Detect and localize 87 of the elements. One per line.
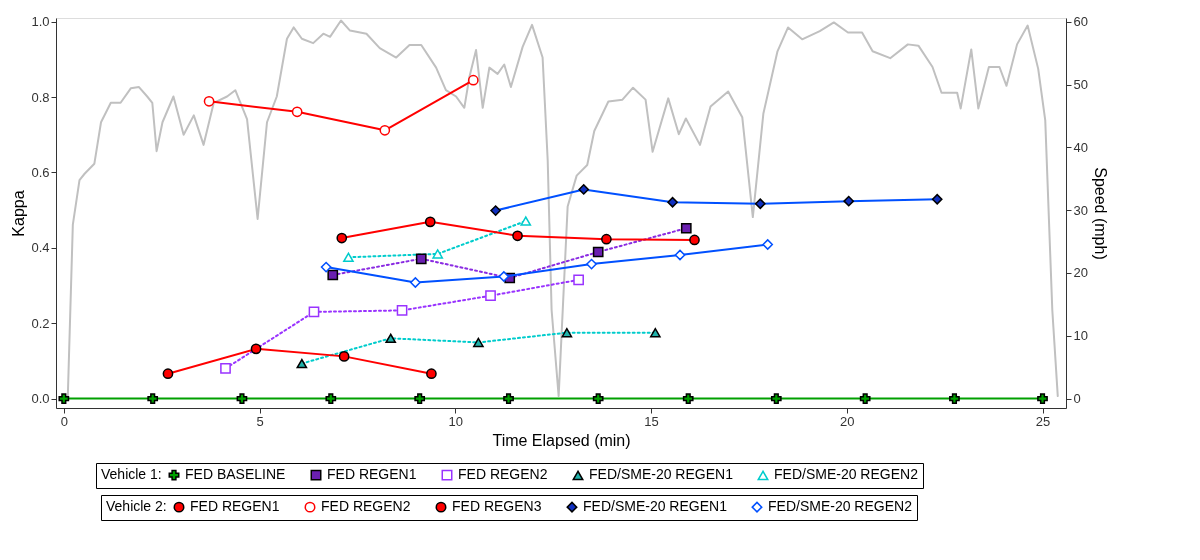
point — [327, 269, 339, 281]
legend-label: FED REGEN1 — [327, 466, 417, 483]
x-tick-label: 5 — [256, 413, 264, 429]
point — [424, 216, 436, 228]
point — [432, 249, 444, 259]
point — [410, 277, 421, 288]
point — [859, 393, 871, 404]
point — [512, 230, 523, 242]
legend-label: FED/SME-20 REGEN2 — [768, 498, 913, 515]
legend-label: FED BASELINE — [185, 466, 286, 483]
point — [682, 393, 694, 404]
y2-tick-label: 10 — [1073, 328, 1088, 344]
text: Vehicle 2: — [106, 498, 167, 514]
y-tick-label: 0.4 — [31, 240, 50, 256]
point — [770, 393, 782, 404]
point — [689, 234, 700, 246]
point — [680, 222, 692, 234]
point — [498, 271, 510, 282]
point — [338, 351, 350, 362]
point — [949, 393, 960, 404]
legend-label: FED/SME-20 REGEN2 — [774, 466, 919, 483]
point — [586, 258, 597, 270]
x-tick-label: 15 — [644, 413, 659, 429]
point — [592, 393, 604, 404]
y2-tick-label: 20 — [1073, 265, 1088, 281]
point — [762, 239, 774, 250]
point — [490, 205, 501, 216]
point — [1037, 393, 1048, 404]
y2-axis-title: Speed (mph) — [1091, 167, 1109, 260]
point — [426, 368, 437, 380]
point — [503, 393, 514, 404]
y-tick-label: 1.0 — [31, 14, 50, 30]
point — [601, 233, 612, 245]
point — [485, 290, 496, 302]
point — [250, 343, 262, 355]
legend-label: FED/SME-20 REGEN1 — [589, 466, 734, 483]
y-tick-label: 0.2 — [31, 315, 50, 331]
point — [931, 193, 943, 205]
legend-label: FED REGEN1 — [190, 498, 280, 515]
point — [147, 393, 159, 404]
legend-label: FED REGEN3 — [452, 498, 542, 515]
point — [415, 253, 427, 265]
y2-tick-label: 30 — [1073, 202, 1088, 218]
point — [592, 246, 604, 258]
x-tick-label: 0 — [60, 413, 68, 429]
y2-tick-label: 60 — [1073, 14, 1088, 30]
point — [325, 393, 337, 404]
point — [385, 333, 397, 344]
point — [336, 232, 348, 244]
point — [578, 184, 590, 195]
point — [473, 337, 484, 348]
point — [674, 249, 686, 261]
y-tick-label: 0.0 — [31, 391, 50, 407]
y2-tick-label: 0 — [1073, 391, 1081, 407]
point — [396, 305, 408, 316]
point — [203, 95, 215, 107]
point — [754, 198, 766, 210]
legend-label: FED REGEN2 — [321, 498, 411, 515]
y-axis-title: Kappa — [10, 190, 28, 237]
y-tick-label: 0.8 — [31, 89, 50, 105]
point — [343, 252, 354, 263]
x-tick-label: 25 — [1035, 413, 1051, 429]
point — [320, 261, 332, 273]
x-tick-label: 10 — [448, 413, 464, 429]
y-tick-label: 0.6 — [31, 164, 50, 180]
point — [162, 368, 174, 380]
legend-label: FED REGEN2 — [458, 466, 548, 483]
point — [58, 393, 70, 404]
x-axis-title: Time Elapsed (min) — [492, 431, 631, 449]
point — [667, 196, 678, 208]
y2-tick-label: 50 — [1073, 77, 1088, 93]
point — [291, 106, 303, 118]
text: Vehicle 1: — [101, 466, 162, 482]
legend-label: FED/SME-20 REGEN1 — [583, 498, 728, 515]
y2-tick-label: 40 — [1073, 139, 1088, 155]
point — [236, 393, 248, 404]
point — [843, 195, 855, 207]
x-tick-label: 20 — [840, 413, 855, 429]
point — [414, 393, 426, 404]
point — [296, 358, 308, 369]
point — [561, 327, 573, 338]
point — [520, 216, 532, 226]
point — [467, 74, 479, 86]
point — [573, 274, 584, 286]
point — [379, 124, 391, 136]
point — [649, 327, 661, 338]
point — [220, 363, 231, 374]
